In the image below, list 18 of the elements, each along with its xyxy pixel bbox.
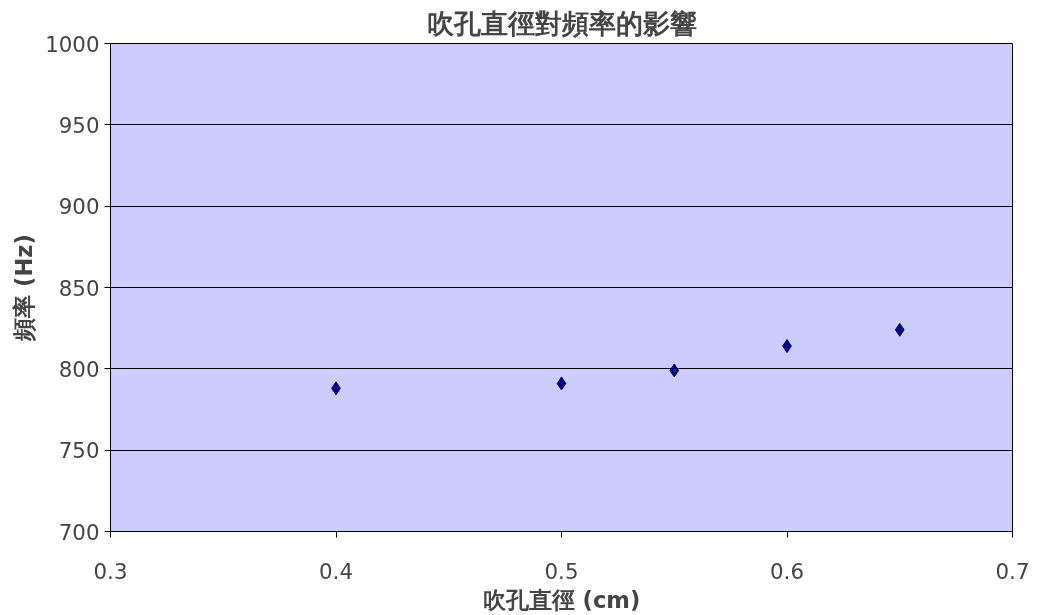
x-axis-title: 吹孔直徑 (cm) [482, 586, 641, 613]
y-tick-label: 1000 [45, 31, 100, 57]
point [556, 376, 567, 391]
x-tick-label: 0.3 [93, 558, 128, 584]
y-tick-label: 700 [58, 519, 100, 545]
x-tick-label: 0.7 [995, 558, 1030, 584]
y-tick-label: 800 [58, 356, 100, 382]
point [894, 322, 905, 337]
chart-title: 吹孔直徑對頻率的影響 [426, 7, 697, 39]
x-tick-label: 0.5 [544, 558, 579, 584]
y-axis-title: 頻率 (Hz) [11, 234, 38, 342]
point [669, 363, 680, 378]
y-tick-label: 850 [58, 275, 100, 301]
y-tick-label: 950 [58, 112, 100, 138]
x-tick-label: 0.6 [770, 558, 804, 584]
x-tick-label: 0.4 [319, 558, 353, 584]
y-tick-label: 750 [58, 438, 100, 464]
y-tick-label: 900 [58, 194, 100, 220]
